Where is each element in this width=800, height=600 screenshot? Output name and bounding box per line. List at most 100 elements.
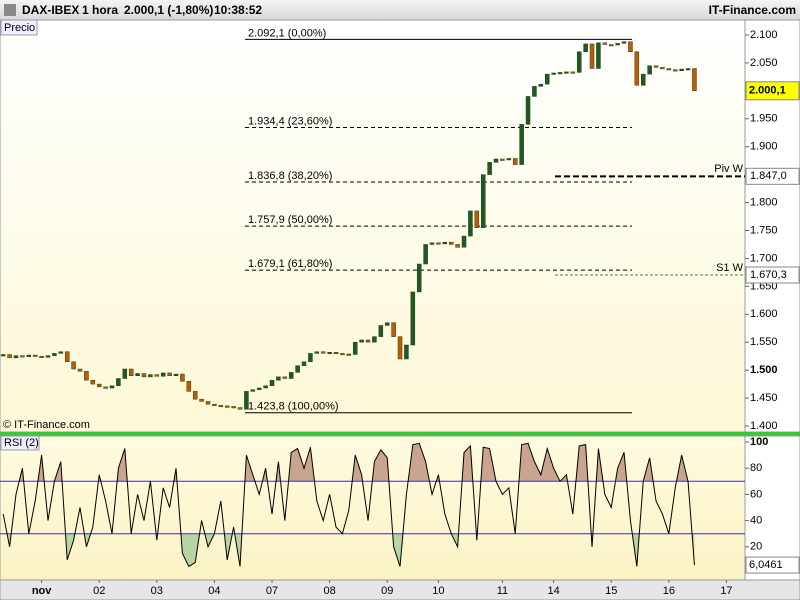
candle: [269, 379, 275, 387]
candle: [500, 158, 505, 161]
candle: [551, 72, 556, 75]
candle: [122, 368, 128, 379]
candle: [327, 352, 332, 355]
fib-label: 2.092,1 (0,00%): [248, 27, 326, 39]
candle: [583, 43, 588, 53]
candle: [20, 355, 25, 358]
candle: [96, 383, 102, 388]
quote: 2.000,1 (-1,80%): [124, 3, 213, 17]
period: 1 hora: [82, 3, 118, 17]
candle: [244, 391, 249, 410]
menu-icon[interactable]: [4, 4, 16, 16]
x-tick-label: 16: [663, 585, 675, 597]
candle: [340, 353, 345, 356]
candle: [160, 372, 166, 377]
candle: [480, 174, 486, 228]
candle: [116, 378, 121, 387]
brand: IT-Finance.com: [709, 3, 796, 17]
fib-label: 1.423,8 (100,00%): [248, 401, 339, 413]
y-tick-label: 80: [750, 462, 762, 474]
candle: [487, 162, 492, 175]
candle: [71, 361, 76, 370]
candle: [429, 242, 435, 245]
candle: [45, 355, 51, 358]
candle: [346, 353, 352, 356]
price-title: Precio: [4, 22, 35, 34]
pivot-box: [745, 266, 800, 284]
y-tick-label: 2.050: [750, 57, 778, 69]
candle: [205, 401, 211, 405]
candle: [180, 373, 185, 382]
pivot-value: 1.670,3: [750, 269, 787, 281]
panel-tag: [0, 435, 40, 451]
y-tick-label: 40: [750, 515, 762, 527]
candle: [397, 336, 403, 360]
candle: [52, 353, 57, 356]
pivot-box: [745, 167, 800, 185]
fib-label: 1.757,9 (50,00%): [248, 214, 332, 226]
pivot-name: Piv W: [714, 163, 743, 175]
rsi-line: [2, 442, 695, 568]
y-tick-label: 1.800: [750, 196, 778, 208]
x-tick-label: 03: [151, 585, 163, 597]
candle: [0, 354, 6, 357]
oversold-area: [3, 533, 695, 567]
copyright: © IT-Finance.com: [3, 419, 90, 431]
candle: [7, 354, 12, 359]
y-tick-label: 1.950: [750, 113, 778, 125]
candle: [84, 371, 89, 381]
x-tick-label: 14: [548, 585, 560, 597]
candle: [64, 351, 70, 363]
candle: [672, 69, 678, 72]
candle: [692, 68, 697, 92]
candle: [506, 158, 512, 161]
candle: [653, 65, 659, 68]
candle: [404, 344, 409, 360]
candle: [474, 210, 480, 228]
x-tick-label: 09: [381, 585, 393, 597]
candle: [679, 68, 684, 71]
candle: [423, 244, 428, 265]
y-tick-label: 1.500: [750, 364, 778, 376]
candle: [90, 379, 96, 385]
candle: [186, 381, 192, 392]
candle: [519, 124, 524, 165]
candle: [301, 361, 307, 366]
x-tick-label: 04: [208, 585, 220, 597]
y-tick-label: 1.400: [750, 420, 778, 432]
y-tick-label: 60: [750, 488, 762, 500]
candle: [685, 68, 691, 71]
candle: [525, 96, 531, 125]
x-tick-label: 02: [93, 585, 105, 597]
separator: [0, 432, 800, 436]
header-bar: [0, 0, 800, 20]
candle: [448, 241, 454, 245]
candle: [224, 405, 230, 408]
candle: [128, 368, 134, 376]
y-tick-label: 2.100: [750, 29, 778, 41]
candle: [333, 352, 339, 355]
candle: [212, 403, 217, 406]
last-value-box: [745, 556, 800, 574]
candle: [39, 355, 44, 358]
candle: [352, 341, 358, 355]
candle: [647, 65, 652, 75]
rsi-panel: [0, 435, 746, 581]
candle: [608, 44, 614, 47]
candle: [295, 365, 300, 373]
y-tick-label: 1.550: [750, 336, 778, 348]
y-tick-label: 1.600: [750, 308, 778, 320]
x-tick-label: 11: [497, 585, 508, 597]
candle: [596, 42, 601, 69]
candle: [589, 43, 595, 69]
candle: [218, 405, 224, 408]
candle: [365, 339, 371, 343]
candle: [384, 322, 390, 326]
candle: [468, 210, 473, 237]
candle: [109, 385, 115, 389]
candle: [410, 291, 416, 346]
time: 10:38:52: [214, 3, 262, 17]
rsi-title: RSI (2): [4, 437, 39, 449]
candle: [615, 43, 620, 46]
candle: [493, 158, 499, 163]
